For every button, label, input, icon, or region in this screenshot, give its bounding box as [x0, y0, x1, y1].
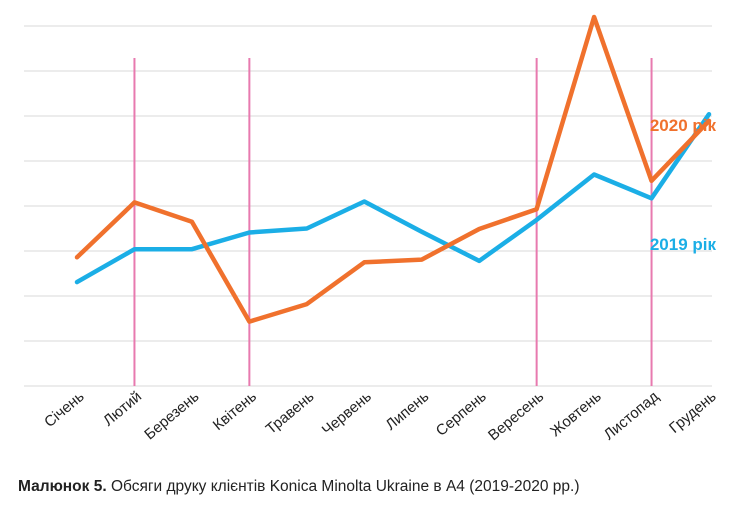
caption-prefix: Малюнок 5.: [18, 478, 107, 495]
caption-text: Обсяги друку клієнтів Konica Minolta Ukr…: [106, 478, 580, 495]
x-tick-label: Лютий: [100, 388, 145, 430]
series-line-1: [74, 14, 712, 324]
month-highlight-lines: [133, 58, 653, 386]
x-tick-label: Травень: [263, 388, 318, 438]
x-tick-label: Грудень: [666, 388, 720, 437]
figure-caption: Малюнок 5. Обсяги друку клієнтів Konica …: [18, 478, 580, 496]
x-tick-label: Серпень: [433, 388, 490, 440]
x-tick-label: Вересень: [485, 388, 547, 444]
gridlines: [24, 25, 712, 387]
x-tick-label: Березень: [141, 388, 202, 443]
x-tick-label: Квітень: [210, 388, 260, 434]
x-tick-label: Липень: [382, 388, 432, 434]
x-tick-label: Червень: [319, 388, 375, 439]
series-lines: [74, 14, 712, 324]
series-line-0: [74, 111, 712, 285]
x-tick-label: Листопад: [601, 388, 663, 444]
series-labels: 2019 рік 2020 рік: [650, 116, 717, 254]
x-tick-label: Жовтень: [547, 388, 605, 440]
series-label-1: 2020 рік: [650, 116, 717, 135]
x-tick-label: Січень: [41, 388, 88, 431]
series-label-0: 2019 рік: [650, 235, 717, 254]
